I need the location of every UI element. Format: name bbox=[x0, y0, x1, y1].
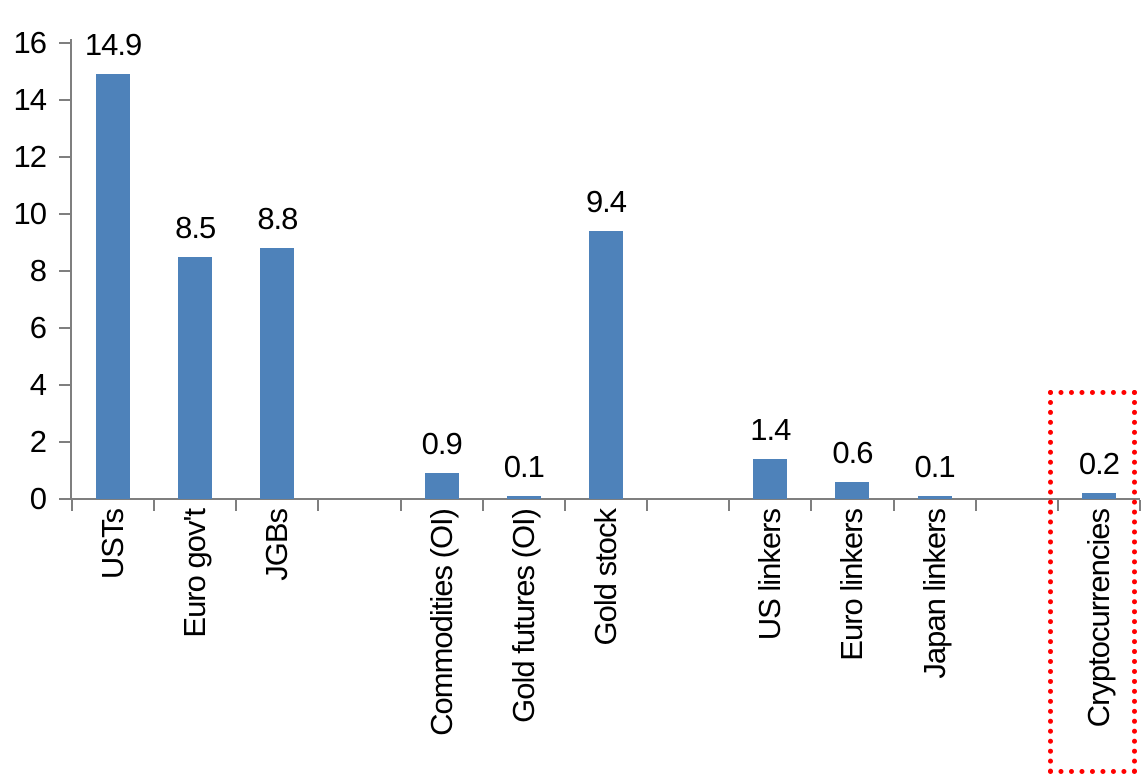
value-label: 8.5 bbox=[175, 209, 216, 245]
y-axis-tick bbox=[59, 327, 70, 329]
category-label: US linkers bbox=[752, 509, 788, 641]
x-axis-tick bbox=[563, 500, 566, 511]
value-label: 0.2 bbox=[1078, 446, 1120, 482]
highlight-box bbox=[1047, 390, 1137, 774]
y-tick-label: 16 bbox=[13, 25, 47, 60]
category-label: JGBs bbox=[259, 509, 295, 581]
y-axis-tick bbox=[59, 213, 70, 215]
bar bbox=[178, 256, 213, 499]
bar bbox=[835, 481, 870, 499]
category-label: Japan linkers bbox=[916, 509, 952, 679]
bar bbox=[424, 473, 459, 499]
x-axis-tick bbox=[974, 500, 977, 511]
bar bbox=[917, 496, 952, 499]
category-label: Commodities (OI) bbox=[423, 509, 459, 736]
x-axis-tick bbox=[399, 500, 402, 511]
y-axis-tick bbox=[59, 156, 70, 158]
y-tick-label: 6 bbox=[29, 310, 47, 345]
bar bbox=[589, 231, 623, 499]
value-label: 0.6 bbox=[832, 434, 873, 470]
value-label: 1.4 bbox=[750, 412, 791, 448]
value-label: 0.1 bbox=[914, 449, 956, 485]
x-axis-tick bbox=[728, 500, 731, 511]
y-axis bbox=[70, 39, 72, 500]
x-axis-tick bbox=[810, 500, 813, 511]
x-axis-tick bbox=[1139, 500, 1141, 511]
y-tick-label: 12 bbox=[13, 139, 47, 174]
x-axis-tick bbox=[892, 500, 895, 511]
y-axis-tick bbox=[59, 441, 70, 443]
x-axis-tick bbox=[317, 500, 320, 511]
value-label: 9.4 bbox=[585, 184, 627, 220]
y-tick-label: 14 bbox=[13, 82, 47, 117]
category-label: Gold futures (OI) bbox=[505, 509, 541, 723]
y-axis-tick bbox=[59, 99, 70, 101]
x-axis-tick bbox=[1056, 500, 1059, 511]
y-axis-tick bbox=[59, 42, 70, 44]
value-label: 0.1 bbox=[503, 449, 545, 485]
x-axis-tick bbox=[71, 500, 73, 511]
bar bbox=[260, 248, 295, 499]
x-axis bbox=[70, 498, 1140, 500]
x-axis-tick bbox=[646, 500, 649, 511]
y-axis-tick bbox=[59, 498, 70, 500]
bar bbox=[506, 496, 541, 499]
y-tick-label: 8 bbox=[29, 253, 47, 288]
value-label: 8.8 bbox=[257, 201, 298, 237]
y-tick-label: 4 bbox=[29, 367, 47, 402]
y-axis-tick bbox=[59, 270, 70, 272]
value-label: 14.9 bbox=[84, 27, 142, 63]
y-axis-tick bbox=[59, 384, 70, 386]
category-label: USTs bbox=[95, 509, 131, 580]
x-axis-tick bbox=[481, 500, 484, 511]
x-axis-tick bbox=[235, 500, 238, 511]
value-label: 0.9 bbox=[421, 426, 463, 462]
bar bbox=[753, 459, 788, 499]
category-label: Gold stock bbox=[588, 509, 623, 646]
bar bbox=[1081, 493, 1116, 499]
y-tick-label: 0 bbox=[29, 481, 47, 516]
y-tick-label: 2 bbox=[29, 424, 47, 459]
category-label: Euro gov't bbox=[177, 509, 213, 638]
y-tick-label: 10 bbox=[13, 196, 47, 231]
bar bbox=[96, 74, 131, 499]
category-label: Euro linkers bbox=[834, 509, 870, 661]
x-axis-tick bbox=[153, 500, 156, 511]
